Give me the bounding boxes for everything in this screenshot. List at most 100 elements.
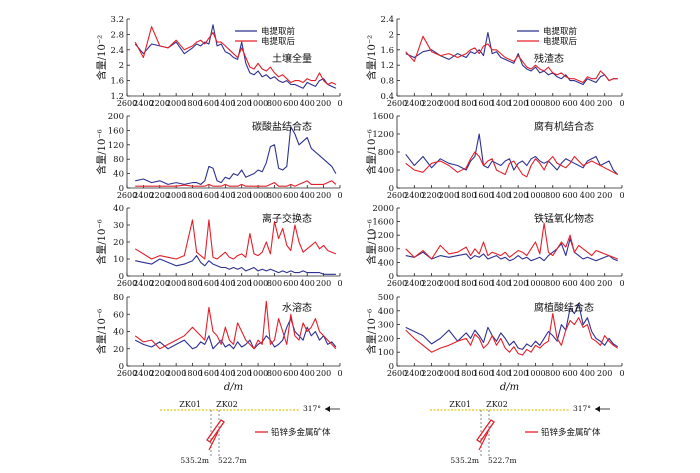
x-tick-label: 1600: [473, 99, 493, 108]
x-tick-label: 400: [300, 191, 315, 200]
x-tick-label: 600: [283, 279, 298, 288]
direction-label: 317°: [303, 404, 321, 413]
y-tick-label: 40: [113, 204, 124, 214]
x-tick-label: 1000: [525, 191, 545, 200]
ore-legend-label: 铅锌多金属矿体: [271, 427, 331, 438]
y-tick-label: 0: [119, 184, 124, 194]
ore-legend-label: 铅锌多金属矿体: [541, 427, 601, 438]
x-tick-label: 800: [545, 369, 560, 378]
x-tick-label: 200: [316, 369, 331, 378]
x-tick-label: 2400: [404, 99, 424, 108]
y-tick-label: 400: [378, 166, 394, 176]
x-tick-label: 400: [580, 99, 595, 108]
x-tick-label: 2600: [387, 279, 407, 288]
panel-title: 水溶态: [282, 301, 312, 314]
y-tick-label: 1.6: [380, 46, 394, 56]
x-tick-label: 2000: [439, 99, 459, 108]
x-tick-label: 1000: [248, 279, 268, 288]
legend-label-before: 电提取前: [261, 26, 296, 37]
x-tick-label: 2200: [150, 279, 170, 288]
depth-label-1: 535.2m: [180, 456, 209, 465]
x-tick-label: 0: [337, 369, 342, 378]
legend-label-before: 电提取前: [543, 26, 578, 37]
x-tick-label: 1200: [508, 191, 528, 200]
y-axis-label: 含量/10⁻⁶: [95, 219, 108, 264]
y-axis-label: 含量/10⁻⁶: [95, 309, 108, 354]
series-line-after: [135, 180, 337, 187]
geologic-section-2: ZK01 ZK02 317° 535.2m 522.7m 铅锌多金属矿体: [430, 400, 610, 465]
y-tick-label: 800: [378, 148, 394, 158]
y-tick-label: 2000: [372, 204, 394, 214]
x-tick-label: 2400: [404, 191, 424, 200]
x-tick-label: 1200: [508, 369, 528, 378]
y-tick-label: 2.4: [110, 46, 124, 56]
y-tick-label: 120: [108, 141, 124, 151]
x-tick-label: 2400: [133, 369, 153, 378]
series-line-after: [134, 219, 337, 260]
geologic-section-1: ZK01 ZK02 317° 535.2m 522.7m 铅锌多金属矿体: [160, 400, 340, 465]
y-tick-label: 400: [378, 307, 394, 317]
x-tick-label: 1600: [199, 99, 219, 108]
x-tick-label: 2600: [117, 279, 137, 288]
panel-title: 腐有机结合态: [534, 120, 594, 133]
x-tick-label: 600: [562, 191, 577, 200]
series-line-after: [405, 35, 618, 84]
x-tick-label: 2400: [404, 279, 424, 288]
x-tick-label: 1200: [232, 99, 252, 108]
y-tick-label: 1200: [372, 231, 394, 241]
panel-title: 碳酸盐结合态: [252, 120, 312, 133]
y-tick-label: 0.8: [380, 77, 394, 87]
panel-title: 铁锰氧化物态: [534, 212, 594, 225]
x-tick-label: 2600: [117, 191, 137, 200]
ore-body: [476, 419, 495, 443]
y-tick-label: 20: [113, 345, 124, 355]
x-tick-label: 600: [283, 191, 298, 200]
depth-label-2: 522.7m: [218, 456, 247, 465]
x-tick-label: 1000: [525, 279, 545, 288]
series-line-after: [405, 151, 618, 178]
x-axis-label: d/m: [224, 382, 243, 393]
x-tick-label: 400: [300, 279, 315, 288]
y-tick-label: 2.8: [110, 30, 124, 40]
x-tick-label: 800: [545, 99, 560, 108]
x-tick-label: 800: [545, 191, 560, 200]
y-tick-label: 60: [113, 310, 124, 320]
y-tick-label: 10: [113, 255, 124, 265]
y-tick-label: 500: [378, 293, 394, 303]
x-tick-label: 400: [580, 369, 595, 378]
x-tick-label: 1000: [525, 99, 545, 108]
chart-panel-1: 3.22.82.421.61.2260024002200200018001600…: [95, 15, 343, 108]
x-tick-label: 1800: [456, 369, 476, 378]
y-tick-label: 0: [389, 362, 394, 372]
x-tick-label: 2600: [387, 369, 407, 378]
x-tick-label: 2600: [387, 99, 407, 108]
x-tick-label: 400: [580, 191, 595, 200]
panel-title: 离子交换态: [262, 212, 312, 225]
ore-body: [206, 419, 225, 443]
x-tick-label: 2200: [150, 99, 170, 108]
y-axis-label: 含量/10⁻⁶: [95, 129, 108, 174]
x-tick-label: 1800: [182, 369, 202, 378]
x-tick-label: 1200: [232, 279, 252, 288]
x-tick-label: 1800: [182, 191, 202, 200]
x-tick-label: 2200: [421, 99, 441, 108]
chart-panel-7: 8060402002600240022002000180016001400120…: [95, 293, 343, 393]
x-tick-label: 0: [337, 279, 342, 288]
x-tick-label: 1000: [248, 369, 268, 378]
x-tick-label: 800: [267, 369, 282, 378]
x-tick-label: 1600: [473, 369, 493, 378]
y-tick-label: 1.2: [110, 92, 124, 102]
x-tick-label: 1200: [508, 99, 528, 108]
x-tick-label: 2000: [439, 279, 459, 288]
x-tick-label: 200: [316, 99, 331, 108]
y-tick-label: 0: [389, 184, 394, 194]
y-tick-label: 100: [378, 348, 394, 358]
x-tick-label: 0: [337, 99, 342, 108]
panel-title: 腐植酸结合态: [534, 301, 594, 314]
x-tick-label: 2000: [439, 369, 459, 378]
y-tick-label: 800: [378, 245, 394, 255]
chart-panel-6: 2000160012008004000260024002200200018001…: [365, 204, 625, 288]
x-tick-label: 400: [580, 279, 595, 288]
y-axis-label: 含量/10⁻⁶: [365, 219, 378, 264]
y-tick-label: 400: [378, 258, 394, 268]
